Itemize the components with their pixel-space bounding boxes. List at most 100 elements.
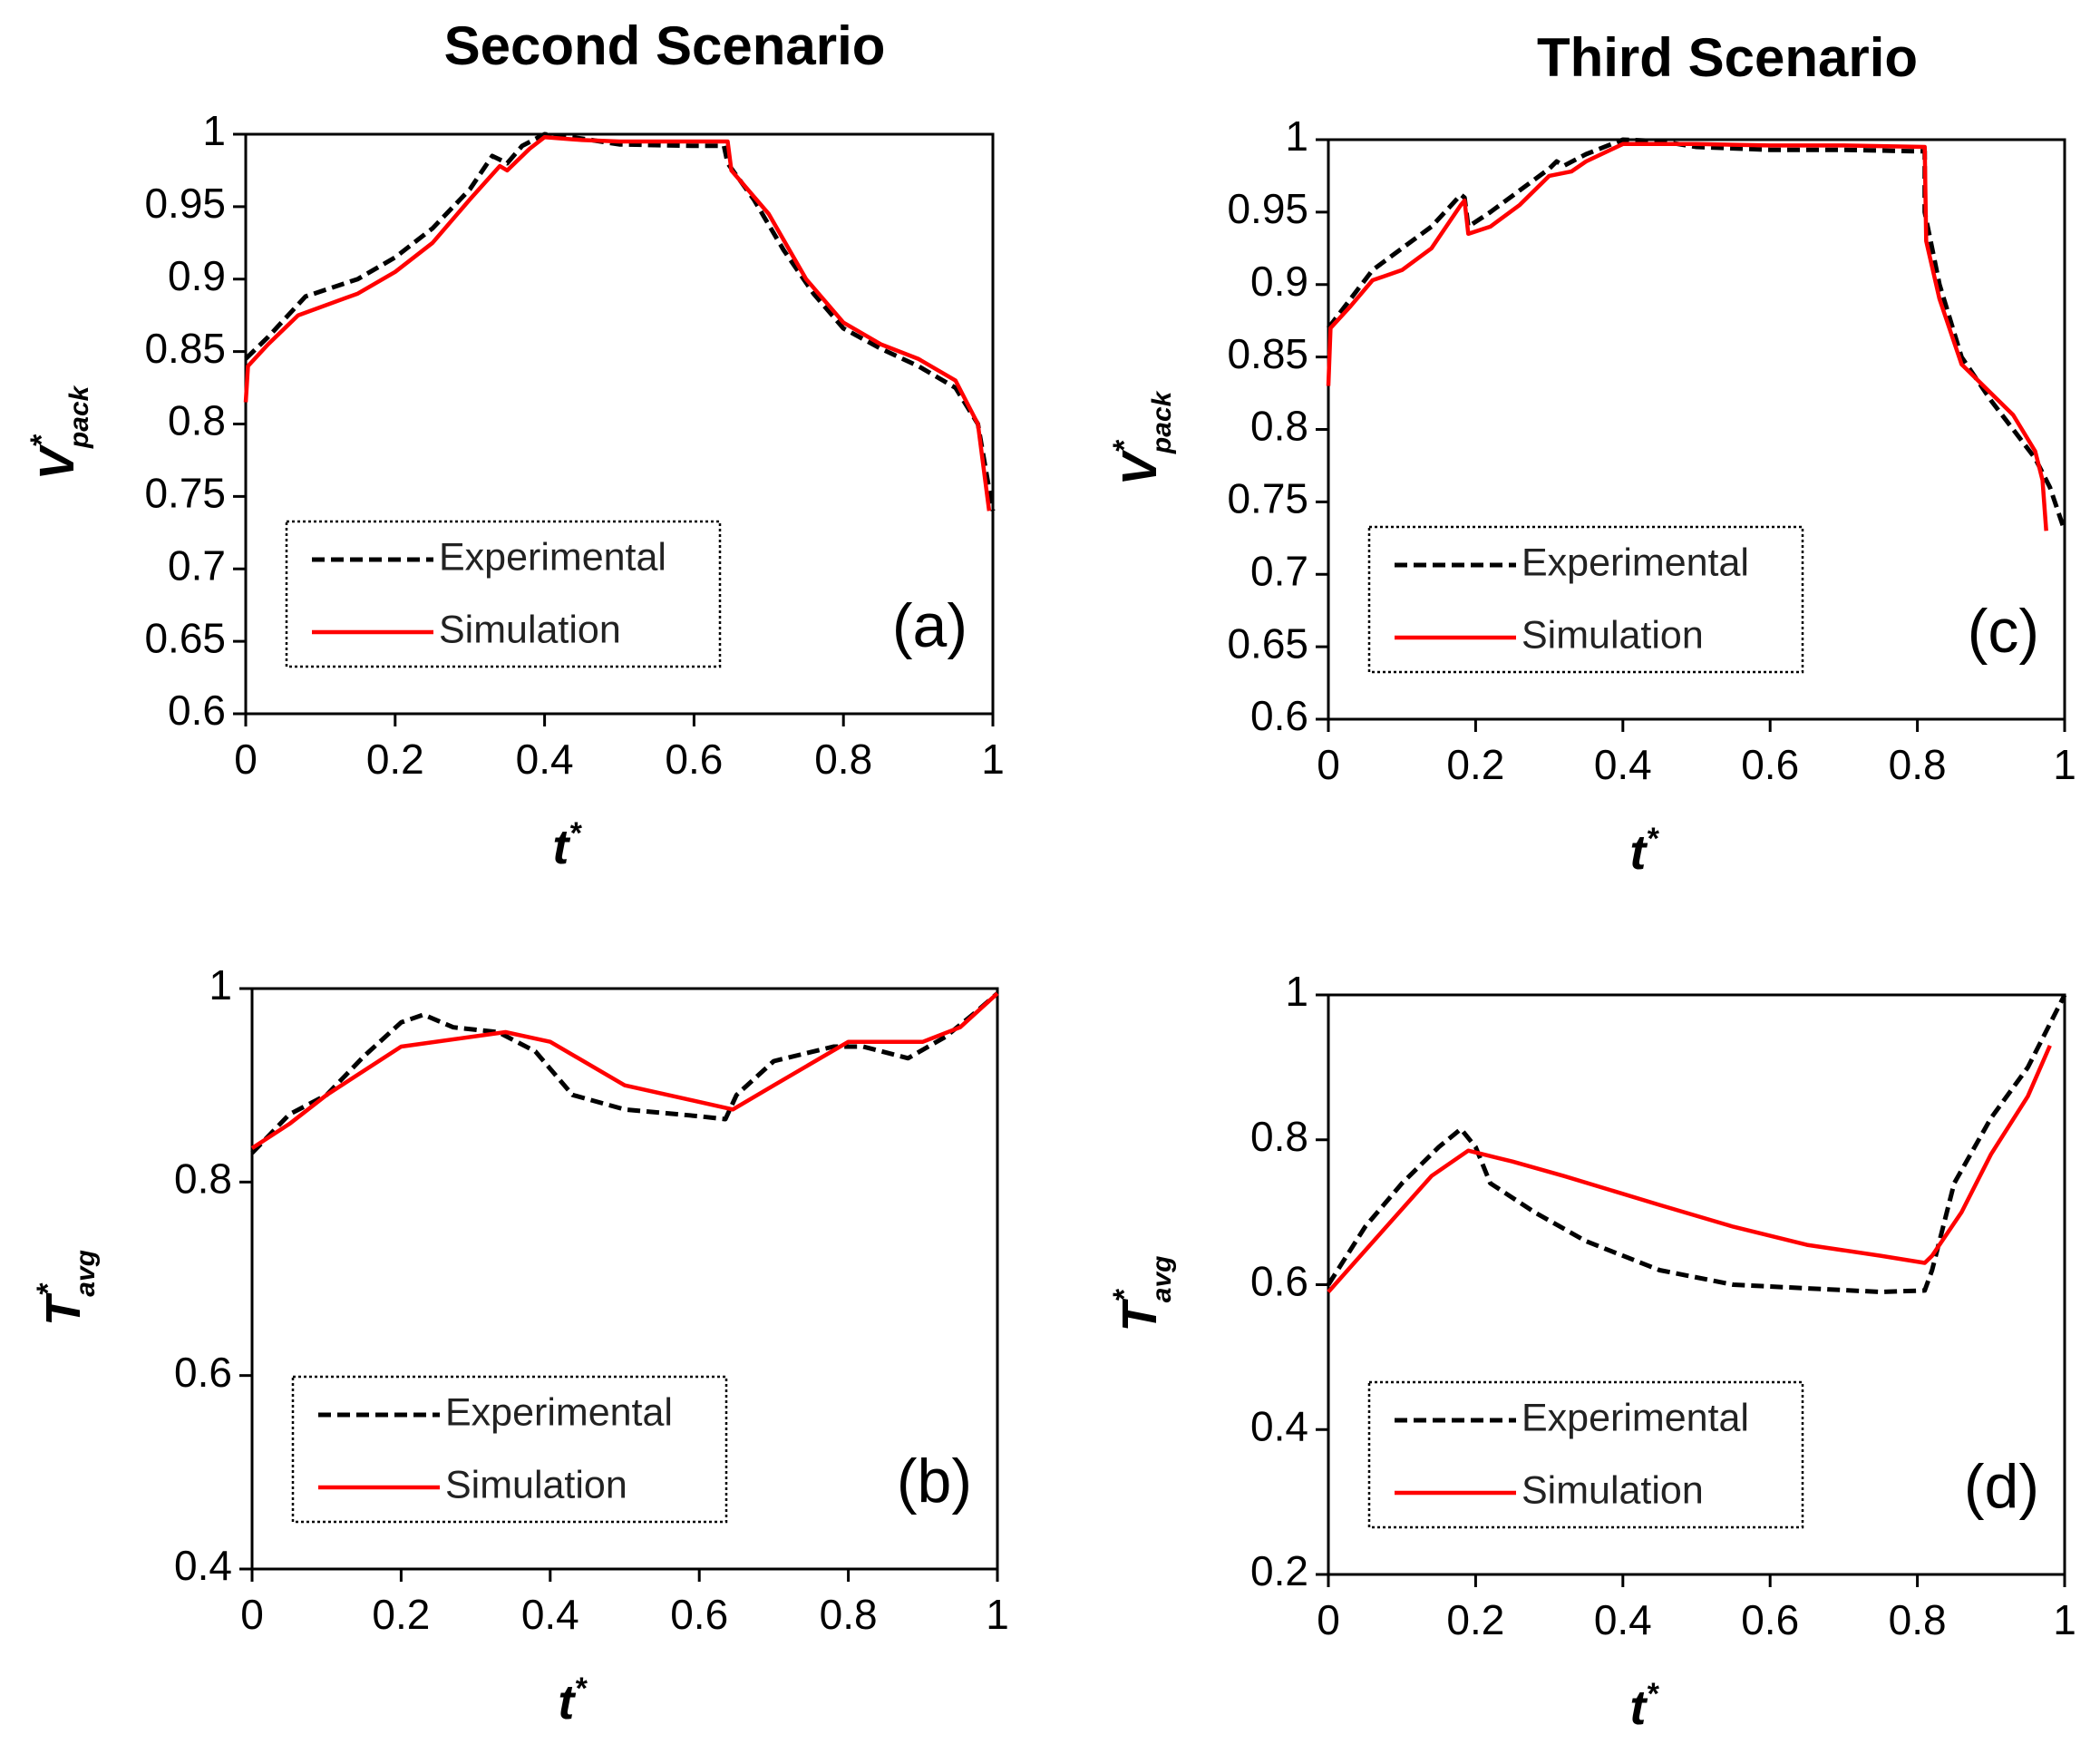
y-axis-label-main: T: [36, 1292, 91, 1326]
x-axis-label: t*: [552, 816, 582, 874]
x-tick-label: 1: [981, 736, 1005, 783]
series-line-simulation: [250, 991, 999, 1150]
x-tick-label: 0.6: [665, 736, 723, 783]
x-tick-label: 1: [2053, 741, 2076, 788]
x-tick-label: 0: [234, 736, 258, 783]
y-axis-label-main: T: [1113, 1298, 1167, 1331]
legend-box: [291, 1375, 728, 1524]
x-axis-label: t*: [1629, 1677, 1659, 1735]
series-line-experimental: [1326, 993, 2067, 1294]
panel-label: (c): [1968, 597, 2039, 666]
y-tick-label: 1: [202, 107, 226, 154]
x-tick-label: 1: [986, 1591, 1009, 1638]
y-axis-label-sup: *: [31, 1282, 65, 1296]
x-tick-label: 0.6: [670, 1591, 728, 1638]
x-tick-label: 0.4: [521, 1591, 579, 1638]
panel-label: (b): [897, 1447, 972, 1515]
x-axis-label-sup: *: [574, 1671, 588, 1706]
y-tick-label: 0.85: [1227, 330, 1308, 377]
legend-label: Simulation: [1522, 613, 1704, 657]
legend-label: Experimental: [1522, 1396, 1749, 1439]
x-axis-label-main: t: [1629, 1681, 1648, 1735]
x-tick-label: 0.8: [1889, 741, 1947, 788]
y-tick-label: 0.6: [1250, 1258, 1308, 1305]
y-axis-label-sup: *: [24, 434, 59, 447]
y-tick-label: 1: [1285, 968, 1308, 1015]
x-axis-label-sup: *: [1646, 822, 1659, 856]
y-tick-label: 1: [209, 961, 232, 1009]
y-tick-label: 0.7: [1250, 547, 1308, 594]
y-tick-label: 0.9: [168, 252, 226, 299]
x-tick-label: 0: [240, 1591, 264, 1638]
y-axis-label-main: V: [30, 443, 84, 480]
x-axis-label: t*: [558, 1671, 588, 1730]
x-tick-label: 0.2: [372, 1591, 430, 1638]
x-axis-label-main: t: [552, 820, 570, 874]
y-tick-label: 0.95: [1227, 185, 1308, 232]
y-axis-label-sub: avg: [71, 1250, 101, 1297]
x-axis-label: t*: [1629, 822, 1659, 880]
series-line-simulation: [1327, 1044, 2052, 1293]
y-tick-label: 0.65: [144, 614, 226, 661]
x-tick-label: 0.4: [516, 736, 574, 783]
series-line-experimental: [250, 991, 999, 1155]
legend: Experimental Simulation: [285, 520, 722, 668]
y-tick-label: 0.75: [144, 470, 226, 517]
y-tick-label: 0.7: [168, 541, 226, 589]
series-line-simulation: [243, 134, 992, 512]
x-tick-label: 0.4: [1594, 1596, 1652, 1643]
x-tick-label: 0.8: [1889, 1596, 1947, 1643]
legend-label: Simulation: [1522, 1468, 1704, 1512]
y-tick-label: 0.4: [1250, 1402, 1308, 1449]
y-axis-label-sub: avg: [1147, 1256, 1177, 1303]
y-tick-label: 0.95: [144, 180, 226, 227]
x-axis-label-sup: *: [569, 816, 582, 851]
y-tick-label: 0.6: [174, 1349, 232, 1396]
legend: Experimental Simulation: [1367, 525, 1804, 674]
x-tick-label: 0: [1317, 741, 1340, 788]
y-axis-label-sup: *: [1107, 1288, 1142, 1301]
y-tick-label: 0.8: [1250, 403, 1308, 450]
panel-label: (d): [1964, 1452, 2039, 1521]
legend-label: Experimental: [439, 535, 666, 579]
x-tick-label: 0.8: [820, 1591, 878, 1638]
chart-title: Second Scenario: [444, 15, 886, 76]
legend-box: [1367, 1380, 1804, 1529]
y-axis-label-sub: pack: [64, 385, 94, 449]
y-axis-label: V* pack: [1107, 390, 1177, 485]
x-tick-label: 0.2: [366, 736, 424, 783]
legend-label: Simulation: [445, 1463, 627, 1506]
legend: Experimental Simulation: [291, 1375, 728, 1524]
legend: Experimental Simulation: [1367, 1380, 1804, 1529]
y-axis-label-sup: *: [1107, 439, 1142, 453]
y-axis-label-sub: pack: [1147, 390, 1177, 454]
legend-box: [1367, 525, 1804, 674]
chart-panel-c: Third Scenario 0 0.2 0.4 0.6 0.8 1 0.6 0.65 0.7 0.…: [1107, 27, 2076, 880]
series-line-simulation: [1326, 141, 2048, 531]
chart-panel-d: 0 0.2 0.4 0.6 0.8 10.20.40.60.81t*T* avgExperi…: [1107, 968, 2076, 1735]
x-tick-label: 0.6: [1741, 741, 1799, 788]
x-tick-label: 0.2: [1446, 1596, 1504, 1643]
y-tick-label: 1: [1285, 112, 1308, 160]
x-tick-label: 1: [2053, 1596, 2076, 1643]
chart-panel-a: Second Scenario 0 0.2 0.4 0.6 0.8 1 0.6 0.65 0.7 0…: [24, 15, 1005, 874]
y-axis-label: T* avg: [31, 1250, 101, 1326]
legend-label: Simulation: [439, 608, 621, 651]
x-tick-label: 0.2: [1446, 741, 1504, 788]
chart-panel-b: 0 0.2 0.4 0.6 0.8 10.40.60.81t*T* avgExperimen…: [31, 961, 1009, 1730]
x-tick-label: 0.4: [1594, 741, 1652, 788]
legend-box: [285, 520, 722, 668]
x-axis-label-main: t: [558, 1675, 576, 1730]
x-axis-label-sup: *: [1646, 1677, 1659, 1711]
legend-label: Experimental: [445, 1390, 673, 1434]
x-axis-label-main: t: [1629, 825, 1648, 880]
x-tick-label: 0.6: [1741, 1596, 1799, 1643]
y-tick-label: 0.8: [1250, 1113, 1308, 1160]
y-axis-label: T* avg: [1107, 1256, 1177, 1332]
series-line-experimental: [1327, 137, 2067, 532]
y-tick-label: 0.6: [1250, 692, 1308, 739]
y-tick-label: 0.4: [174, 1542, 232, 1589]
y-tick-label: 0.65: [1227, 619, 1308, 667]
y-tick-label: 0.85: [144, 325, 226, 372]
series-line-experimental: [244, 132, 996, 512]
